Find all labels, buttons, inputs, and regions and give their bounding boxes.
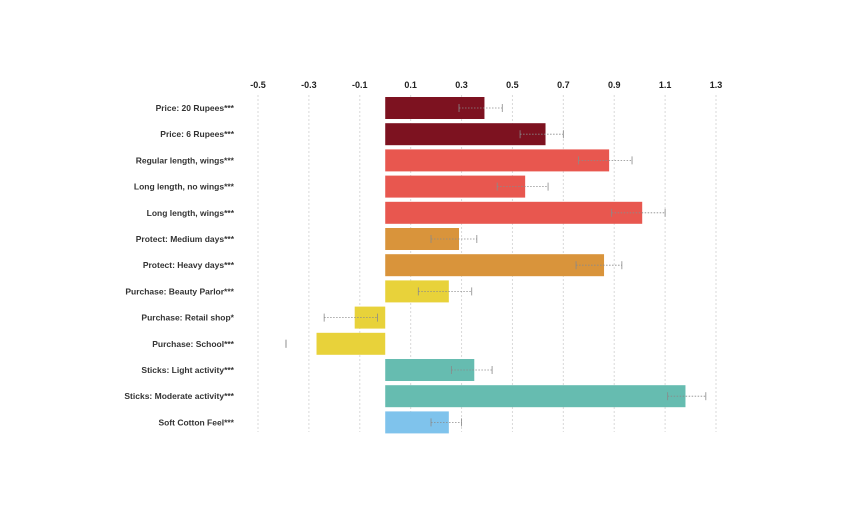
bars: [316, 97, 686, 434]
error-bar: [430, 235, 478, 243]
category-label: Protect: Medium days***: [136, 234, 235, 244]
category-label: Protect: Heavy days***: [143, 260, 235, 270]
category-labels: Price: 20 Rupees*** Price: 6 Rupees*** Reg…: [124, 103, 234, 427]
category-label: Long length, wings***: [147, 208, 235, 218]
error-bar: [450, 366, 493, 374]
bar: [385, 228, 460, 250]
category-label: Purchase: Beauty Parlor***: [125, 286, 234, 296]
x-tick-label: -0.3: [301, 80, 317, 90]
bar: [385, 149, 610, 172]
bar: [385, 280, 449, 303]
error-bar: [458, 104, 503, 112]
category-label: Sticks: Light activity***: [141, 365, 234, 375]
category-label: Sticks: Moderate activity***: [124, 391, 234, 401]
error-bar: [417, 287, 473, 296]
category-label: Regular length, wings***: [136, 155, 235, 165]
error-bar: [578, 156, 633, 165]
x-tick-label: 0.9: [608, 80, 621, 90]
x-tick-label: 1.1: [659, 80, 672, 90]
error-bar: [667, 392, 707, 401]
error-bar: [575, 261, 623, 270]
bar: [385, 411, 449, 434]
category-label: Long length, no wings***: [134, 182, 235, 192]
x-tick-label: 0.5: [506, 80, 519, 90]
category-label: Soft Cotton Feel***: [158, 417, 234, 427]
x-tick-label: 0.7: [557, 80, 570, 90]
error-bar: [323, 313, 378, 322]
category-label: Price: 20 Rupees***: [156, 103, 235, 113]
bar: [385, 254, 605, 277]
bar: [385, 97, 485, 119]
x-tick-label: -0.5: [250, 80, 266, 90]
category-label: Purchase: Retail shop*: [141, 313, 234, 323]
bar: [385, 175, 526, 198]
x-tick-label: -0.1: [352, 80, 368, 90]
category-label: Purchase: School***: [152, 339, 234, 349]
x-tick-label: 0.1: [404, 80, 417, 90]
x-tick-label: 1.3: [710, 80, 723, 90]
category-label: Price: 6 Rupees***: [160, 129, 234, 139]
bar: [385, 123, 546, 146]
error-bars: [285, 104, 707, 427]
x-axis-tick-labels: -0.5 -0.3 -0.1 0.1 0.3 0.5 0.7 0.9 1.1 1.3: [250, 80, 722, 90]
error-bar: [519, 130, 564, 139]
error-bar: [611, 208, 666, 217]
x-tick-label: 0.3: [455, 80, 468, 90]
bar: [385, 385, 686, 408]
bar: [385, 359, 475, 381]
error-bar: [496, 182, 549, 191]
error-bar: [430, 418, 462, 427]
bar: [316, 332, 386, 355]
bar: [385, 201, 643, 224]
